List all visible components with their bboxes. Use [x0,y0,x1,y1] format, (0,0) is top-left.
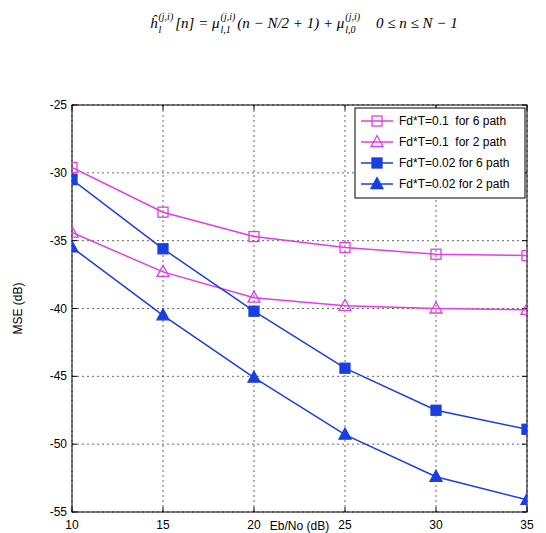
marker [430,302,442,313]
marker [522,251,527,261]
tick-label: -45 [50,369,68,383]
chart: ĥ(j,i)l[n] = μ(j,i)l,1(n − N/2 + 1) + μ(… [0,0,546,533]
axis-title: MSE (dB) [11,282,25,334]
grid-line [72,240,527,241]
series [72,226,527,314]
tick [72,376,77,377]
series [72,162,527,260]
marker [430,470,442,481]
marker [157,265,169,276]
axis-title: Eb/No (dB) [270,519,329,533]
legend-marker [372,116,382,126]
tick [522,240,527,241]
marker [158,244,168,254]
tick [522,376,527,377]
marker [339,428,351,439]
formula-sup: (j,i) [221,11,236,23]
formula-text: (n − N/2 + 1) + μ [237,15,345,32]
tick [522,512,527,513]
marker [248,371,260,382]
marker [521,303,527,314]
series-line [72,247,527,499]
grid-line [72,444,527,445]
marker [157,309,169,320]
marker [339,299,351,310]
tick [522,105,527,106]
tick [72,308,77,309]
marker [249,232,259,242]
marker [72,241,78,252]
tick-label: 10 [65,518,79,532]
tick [163,105,164,110]
legend-box [355,108,525,198]
tick [72,444,77,445]
tick [345,105,346,110]
marker [522,424,527,434]
tick-label: 35 [520,518,534,532]
tick [436,507,437,512]
marker [431,249,441,259]
grid [72,105,527,512]
legend-line [361,141,393,143]
plot-area [72,162,527,504]
marker [340,363,350,373]
tick [254,105,255,110]
marker [158,207,168,217]
marker [340,242,350,252]
marker [72,175,77,185]
marker [248,291,260,302]
series-line [72,180,527,430]
marker [72,226,78,237]
legend-label: Fd*T=0.02 for 6 path [399,156,509,170]
tick [527,105,528,110]
tick-label: -50 [50,437,68,451]
plot-frame [72,105,527,512]
tick-label: 25 [338,518,352,532]
tick [72,105,73,110]
axes: 10 15 20 25 30 35 -55 -50 -45 -40 -35 -30 -25 [50,98,534,532]
legend-marker [371,178,383,189]
tick [72,512,77,513]
formula-sup: (j,i) [159,11,174,23]
formula-text: 0 ≤ n ≤ N − 1 [376,15,458,31]
tick-label: -35 [50,234,68,248]
tick [527,507,528,512]
tick-label: 30 [429,518,443,532]
tick [163,507,164,512]
tick [72,507,73,512]
legend-label: Fd*T=0.02 for 2 path [399,177,509,191]
legend-marker [372,158,382,168]
marker [249,306,259,316]
legend-label: Fd*T=0.1 for 6 path [399,114,506,128]
tick [345,507,346,512]
formula-sub: l [159,24,162,35]
tick-label: 20 [247,518,261,532]
legend: Fd*T=0.1 for 6 path Fd*T=0.1 for 2 path Fd… [355,108,525,198]
marker [431,405,441,415]
series-line [72,167,527,255]
tick [72,105,77,106]
legend-line [361,120,393,122]
grid-line [345,105,346,512]
legend-marker [371,136,383,147]
series [72,241,527,504]
tick [254,507,255,512]
marker [72,162,77,172]
formula-sub: l,1 [221,24,231,35]
series [72,175,527,435]
formula-sup: (j,i) [345,11,360,23]
tick-label: -40 [50,302,68,316]
marker [521,493,527,504]
legend-label: Fd*T=0.1 for 2 path [399,135,506,149]
tick-label: -55 [50,505,68,519]
grid-line [72,376,527,377]
tick-label: 15 [156,518,170,532]
formula-sub: l,0 [345,24,355,35]
tick-label: -30 [50,166,68,180]
formula-text: ĥ [150,15,158,31]
tick [522,444,527,445]
tick-label: -25 [50,98,68,112]
formula-text: [n] = μ [175,15,220,31]
formula: ĥ(j,i)l[n] = μ(j,i)l,1(n − N/2 + 1) + μ(… [150,11,458,35]
